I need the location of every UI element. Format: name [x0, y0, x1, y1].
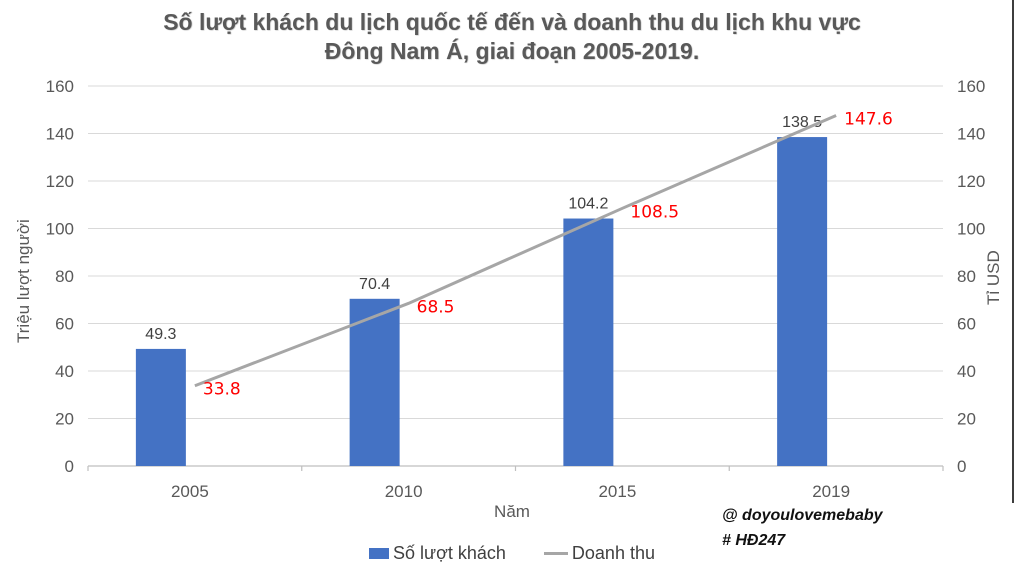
- bar-2010: [349, 298, 400, 466]
- watermark-line1: @ doyoulovemebaby: [722, 507, 883, 524]
- bar-2005: [135, 348, 186, 466]
- y-tick-label-right: 100: [957, 220, 985, 239]
- y-tick-label-right: 60: [957, 315, 976, 334]
- x-category-label: 2005: [171, 482, 209, 501]
- y-tick-label-left: 160: [46, 77, 74, 96]
- right-axis-title: Tỉ USD: [984, 250, 1003, 305]
- line-series-swatch-icon: [543, 552, 568, 555]
- chart-title-line2: Đông Nam Á, giai đoạn 2005-2019.: [324, 38, 700, 64]
- y-tick-label-left: 60: [55, 315, 74, 334]
- legend: Số lượt khách Doanh thu: [0, 543, 1024, 564]
- legend-item-revenue: Doanh thu: [543, 543, 655, 564]
- y-tick-label-left: 120: [46, 172, 74, 191]
- y-tick-label-right: 160: [957, 77, 985, 96]
- line-value-label: 147.6: [844, 109, 893, 129]
- x-category-label: 2010: [385, 482, 423, 501]
- x-category-label: 2015: [598, 482, 636, 501]
- left-axis-title: Triệu lượt người: [14, 219, 33, 343]
- x-axis-title: Năm: [494, 502, 530, 521]
- y-tick-label-right: 120: [957, 172, 985, 191]
- legend-label-revenue: Doanh thu: [571, 543, 655, 563]
- y-tick-label-left: 20: [55, 410, 74, 429]
- bar-series-swatch-icon: [369, 548, 389, 559]
- window-border-line: [1012, 0, 1014, 503]
- chart-title: Số lượt khách du lịch quốc tế đến và doa…: [0, 8, 1024, 66]
- bar-value-label: 104.2: [568, 196, 608, 213]
- y-tick-label-left: 140: [46, 125, 74, 144]
- y-tick-label-left: 0: [65, 457, 74, 476]
- x-category-label: 2019: [812, 482, 850, 501]
- chart-title-line1: Số lượt khách du lịch quốc tế đến và doa…: [163, 9, 861, 35]
- line-value-label: 33.8: [203, 380, 241, 400]
- bar-2019: [777, 137, 828, 466]
- watermark: @ doyoulovemebaby # HĐ247: [722, 503, 883, 553]
- y-tick-label-right: 80: [957, 267, 976, 286]
- bar-value-label: 49.3: [145, 326, 176, 343]
- legend-item-visitors: Số lượt khách: [369, 543, 506, 564]
- y-tick-label-right: 140: [957, 125, 985, 144]
- y-tick-label-left: 80: [55, 267, 74, 286]
- y-tick-label-right: 0: [957, 457, 966, 476]
- bar-2015: [563, 218, 614, 466]
- legend-label-visitors: Số lượt khách: [393, 543, 506, 563]
- watermark-line2: # HĐ247: [722, 532, 786, 549]
- revenue-line: [194, 114, 837, 388]
- line-value-label: 108.5: [630, 202, 679, 222]
- y-tick-label-left: 40: [55, 362, 74, 381]
- y-tick-label-right: 40: [957, 362, 976, 381]
- bar-value-label: 70.4: [359, 276, 390, 293]
- y-tick-label-left: 100: [46, 220, 74, 239]
- y-tick-label-right: 20: [957, 410, 976, 429]
- line-value-label: 68.5: [417, 297, 455, 317]
